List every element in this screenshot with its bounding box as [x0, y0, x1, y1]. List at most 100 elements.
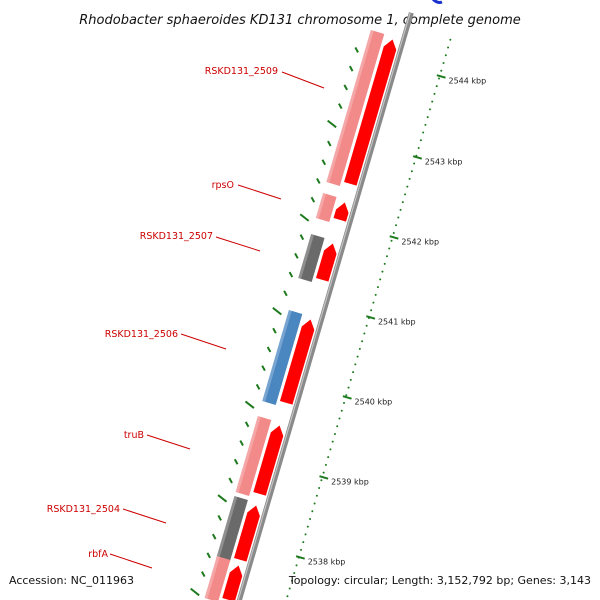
minor-tick	[361, 340, 364, 343]
minor-tick	[390, 239, 393, 242]
minor-tick	[376, 286, 379, 289]
cds-feature-shade	[315, 193, 327, 219]
track-tick	[217, 514, 222, 521]
track-tick	[327, 140, 332, 147]
track-tick	[299, 234, 305, 241]
gene-label: RSKD131_2507	[140, 231, 213, 242]
minor-tick	[290, 579, 293, 582]
cds-feature-shade	[216, 496, 238, 559]
minor-tick	[331, 440, 334, 443]
minor-tick	[343, 402, 346, 405]
minor-tick	[370, 309, 373, 312]
direction-arrow-path	[431, 0, 443, 4]
track-tick	[266, 346, 272, 353]
minor-tick	[385, 255, 388, 258]
minor-tick	[422, 131, 425, 134]
minor-tick	[288, 587, 291, 590]
gene-label: RSKD131_2509	[205, 66, 278, 77]
minor-tick	[358, 347, 361, 350]
track-tick	[201, 571, 206, 578]
minor-tick	[304, 533, 307, 536]
minor-tick	[442, 61, 445, 64]
track-tick	[310, 196, 316, 203]
accession-text: Accession: NC_011963	[9, 574, 135, 587]
track-tick	[294, 252, 299, 259]
cds-feature	[204, 556, 231, 600]
track-tick	[244, 421, 250, 428]
minor-tick	[327, 456, 330, 459]
track-tick	[190, 587, 200, 597]
minor-tick	[444, 54, 447, 57]
minor-tick	[352, 371, 355, 374]
minor-tick	[300, 548, 303, 551]
minor-tick	[379, 278, 382, 281]
gene-label-leader	[109, 553, 153, 569]
track-tick	[327, 119, 337, 129]
cds-feature	[262, 310, 303, 405]
minor-tick	[404, 193, 407, 196]
track-tick	[228, 477, 233, 484]
track-tick	[343, 84, 348, 91]
gene-label-leader	[180, 333, 227, 350]
minor-tick	[354, 363, 357, 366]
minor-tick	[318, 487, 321, 490]
outer-tick-track	[190, 46, 359, 597]
minor-tick	[392, 232, 395, 235]
track-tick	[354, 46, 359, 53]
kbp-label: 2538 kbp	[308, 558, 346, 567]
track-tick	[321, 159, 327, 166]
major-tick	[366, 315, 376, 320]
cds-feature-shade	[262, 310, 292, 402]
gene-label: RSKD131_2506	[105, 329, 178, 340]
direction-arrow-icon	[431, 0, 443, 4]
cds-feature-shade	[298, 234, 315, 279]
major-tick	[319, 475, 329, 480]
major-tick	[295, 555, 305, 560]
minor-tick	[449, 38, 452, 41]
minor-tick	[322, 471, 325, 474]
gene-label-leader	[215, 236, 261, 252]
track-tick	[255, 383, 261, 390]
major-tick	[436, 74, 446, 79]
gene-label: truB	[124, 430, 144, 441]
cds-track	[204, 30, 385, 600]
track-tick	[211, 533, 217, 540]
gene-label-leader	[122, 508, 167, 524]
gene-label-leader	[281, 71, 325, 89]
minor-tick	[336, 425, 339, 428]
minor-tick	[401, 201, 404, 204]
minor-tick	[435, 85, 438, 88]
backbone-line	[236, 12, 414, 600]
minor-tick	[311, 510, 314, 513]
track-tick	[272, 327, 277, 334]
cds-feature	[326, 30, 385, 186]
minor-tick	[388, 247, 391, 250]
kbp-tick-track	[286, 38, 452, 598]
major-tick	[342, 395, 352, 400]
minor-tick	[440, 69, 443, 72]
minor-tick	[406, 185, 409, 188]
minor-tick	[426, 116, 429, 119]
minor-tick	[333, 432, 336, 435]
minor-tick	[447, 46, 450, 49]
cds-feature-shade	[204, 556, 220, 599]
track-tick	[233, 458, 239, 465]
minor-tick	[417, 147, 420, 150]
cds-feature-shade	[326, 30, 374, 183]
minor-tick	[365, 324, 368, 327]
minor-tick	[374, 293, 377, 296]
minor-tick	[320, 479, 323, 482]
minor-tick	[438, 77, 441, 80]
minor-tick	[424, 123, 427, 126]
gene-label: rbfA	[88, 549, 108, 560]
minor-tick	[309, 517, 312, 520]
minor-tick	[324, 463, 327, 466]
minor-tick	[295, 564, 298, 567]
minor-tick	[347, 386, 350, 389]
kbp-label: 2541 kbp	[378, 318, 416, 327]
map-title: Rhodobacter sphaeroides KD131 chromosome…	[79, 13, 520, 28]
minor-tick	[419, 139, 422, 142]
minor-tick	[340, 409, 343, 412]
sequence-backbone	[236, 12, 414, 600]
